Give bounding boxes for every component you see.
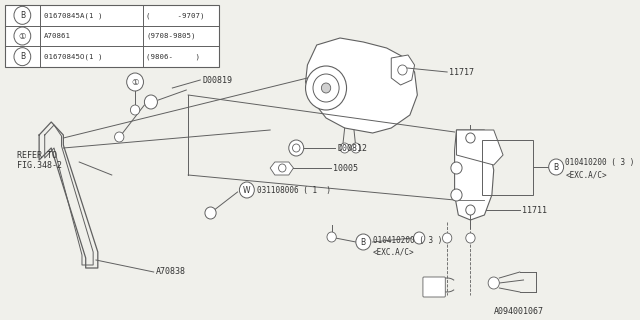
Text: (      -9707): ( -9707)	[147, 12, 205, 19]
Text: 01670845A(1 ): 01670845A(1 )	[44, 12, 102, 19]
Circle shape	[451, 162, 462, 174]
Text: (9708-9805): (9708-9805)	[147, 33, 196, 39]
Circle shape	[488, 277, 499, 289]
Polygon shape	[391, 55, 415, 85]
Text: 11717: 11717	[449, 68, 474, 76]
FancyBboxPatch shape	[423, 277, 445, 297]
Circle shape	[466, 233, 475, 243]
Circle shape	[413, 232, 425, 244]
Text: A70861: A70861	[44, 33, 71, 39]
Text: B: B	[20, 11, 25, 20]
Text: 031108006 ( 1  ): 031108006 ( 1 )	[257, 186, 331, 195]
Circle shape	[205, 207, 216, 219]
Circle shape	[239, 182, 254, 198]
Bar	[482, 140, 533, 195]
Bar	[4, 5, 219, 67]
Polygon shape	[454, 130, 493, 220]
Circle shape	[321, 83, 331, 93]
Text: (9806-     ): (9806- )	[147, 53, 200, 60]
Circle shape	[327, 232, 336, 242]
Text: 010410200 ( 3 ): 010410200 ( 3 )	[566, 157, 635, 166]
Circle shape	[14, 48, 31, 66]
Circle shape	[351, 143, 360, 153]
Circle shape	[451, 189, 462, 201]
Circle shape	[145, 95, 157, 109]
Circle shape	[313, 74, 339, 102]
Text: B: B	[361, 237, 366, 246]
Circle shape	[292, 144, 300, 152]
Text: <EXC.A/C>: <EXC.A/C>	[372, 247, 414, 257]
Text: 01670845O(1 ): 01670845O(1 )	[44, 53, 102, 60]
Text: W: W	[243, 186, 251, 195]
Text: 11711: 11711	[522, 205, 547, 214]
Circle shape	[466, 205, 475, 215]
Text: B: B	[20, 52, 25, 61]
Text: ①: ①	[19, 31, 26, 41]
Polygon shape	[305, 38, 417, 133]
Circle shape	[278, 164, 286, 172]
Text: 010410200 ( 3 ): 010410200 ( 3 )	[372, 236, 442, 244]
Circle shape	[115, 132, 124, 142]
Text: D00819: D00819	[202, 76, 232, 84]
Circle shape	[398, 65, 407, 75]
Polygon shape	[270, 162, 294, 175]
Circle shape	[14, 6, 31, 24]
Circle shape	[127, 73, 143, 91]
Text: ①: ①	[131, 77, 139, 86]
Text: FIG.348-2: FIG.348-2	[17, 161, 62, 170]
Text: 10005: 10005	[333, 164, 358, 172]
Circle shape	[466, 133, 475, 143]
Circle shape	[305, 66, 346, 110]
Circle shape	[14, 27, 31, 45]
Text: REFER TO: REFER TO	[17, 150, 57, 159]
Circle shape	[289, 140, 304, 156]
Text: D00812: D00812	[337, 143, 367, 153]
Text: A094001067: A094001067	[493, 308, 544, 316]
Circle shape	[131, 105, 140, 115]
Circle shape	[356, 234, 371, 250]
Text: B: B	[554, 163, 559, 172]
Circle shape	[442, 233, 452, 243]
Text: <EXC.A/C>: <EXC.A/C>	[566, 171, 607, 180]
Polygon shape	[456, 130, 503, 165]
Text: A70838: A70838	[156, 268, 186, 276]
Circle shape	[548, 159, 564, 175]
Circle shape	[340, 143, 349, 153]
